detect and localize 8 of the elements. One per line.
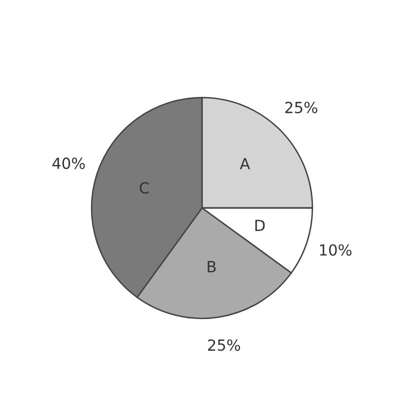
data-label: 40%	[52, 158, 85, 170]
data-label: 10%	[320, 244, 352, 256]
slice-label: C	[140, 182, 149, 194]
slice-label: D	[255, 220, 265, 231]
slice-label: B	[208, 261, 216, 272]
slice-label: A	[240, 158, 250, 170]
data-label: 25%	[208, 339, 240, 351]
data-label: 25%	[285, 102, 318, 114]
